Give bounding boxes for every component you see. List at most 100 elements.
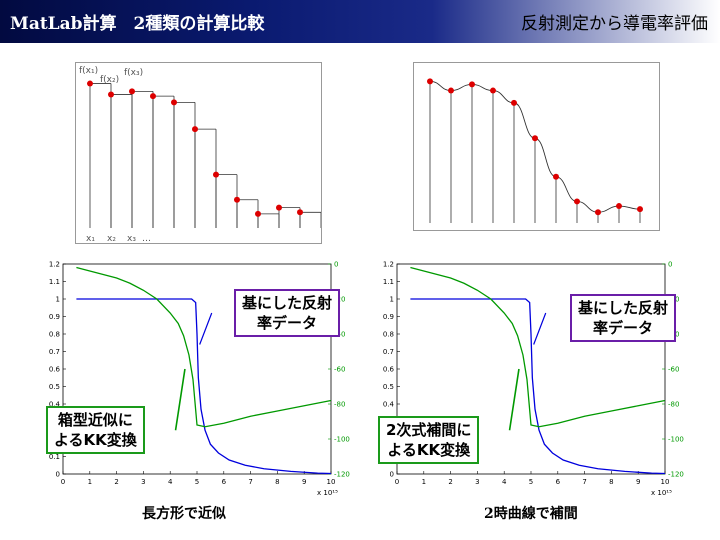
sample-point xyxy=(532,135,538,142)
y-left-tick-label: 1 xyxy=(56,296,60,304)
y-left-tick-label: 0.9 xyxy=(383,313,394,321)
y-right-tick-label: -120 xyxy=(334,471,350,479)
rectangle-approx-svg: f(x₁) f(x₂) f(x₃) x₁ x₂ x₃ … xyxy=(79,66,322,244)
x-tick-label: 1 xyxy=(88,478,92,486)
y-left-tick-label: 0.4 xyxy=(383,401,395,409)
phase-series xyxy=(410,266,666,428)
x-tick-label: 2 xyxy=(114,478,118,486)
reflectance-series xyxy=(410,298,666,475)
caption-left: 長方形で近似 xyxy=(142,506,226,522)
sample-point xyxy=(129,88,135,95)
sample-point xyxy=(108,91,114,98)
y-right-tick-label: 0 xyxy=(668,261,672,269)
x-tick-label: 0 xyxy=(61,478,65,486)
y-left-tick-label: 0.8 xyxy=(49,331,60,339)
y-left-tick-label: 1.2 xyxy=(383,261,394,269)
callout-method-left: 箱型近似に よるKK変換 xyxy=(46,406,145,454)
x-tick-label: 3 xyxy=(141,478,145,486)
callout-reflectance-data-left: 基にした反射 率データ xyxy=(234,289,341,337)
sample-point xyxy=(427,78,433,85)
y-left-tick-label: 0.5 xyxy=(49,383,60,391)
phase-series xyxy=(76,266,332,428)
y-left-tick-label: 0.1 xyxy=(49,453,60,461)
y-left-tick-label: 0.9 xyxy=(49,313,60,321)
x-tick-label: 7 xyxy=(248,478,252,486)
sample-point xyxy=(150,93,156,100)
y-left-tick-label: 1.1 xyxy=(49,278,60,286)
y-left-tick-label: 0.6 xyxy=(383,366,395,374)
x-tick-label: 2 xyxy=(448,478,452,486)
x-tick-label: 5 xyxy=(529,478,533,486)
callout-text: 2次式補間に よるKK変換 xyxy=(386,421,472,459)
sample-point xyxy=(87,80,93,87)
sample-point xyxy=(255,210,261,217)
x-tick-label: 9 xyxy=(302,478,306,486)
sample-point xyxy=(637,206,643,213)
slide-subtitle: 反射測定から導電率評価 xyxy=(521,14,708,34)
label-f3: f(x₃) xyxy=(124,68,143,78)
sample-point xyxy=(297,209,303,216)
x-tick-label: 8 xyxy=(609,478,613,486)
x-tick-label: 7 xyxy=(582,478,586,486)
y-left-tick-label: 0.6 xyxy=(49,366,61,374)
sample-point xyxy=(192,126,198,133)
y-left-tick-label: 0.8 xyxy=(383,331,394,339)
y-left-tick-label: 0 xyxy=(390,471,394,479)
callout-reflectance-data-right: 基にした反射 率データ xyxy=(570,294,677,342)
x-exponent: x 10¹⁵ xyxy=(651,489,672,496)
sample-point xyxy=(469,81,475,88)
label-f1: f(x₁) xyxy=(79,66,98,76)
x-tick-label: 5 xyxy=(195,478,199,486)
y-left-tick-label: 0.7 xyxy=(49,348,60,356)
quadratic-interp-svg xyxy=(427,78,643,223)
pointer-method xyxy=(508,368,520,431)
x-tick-label: 4 xyxy=(502,478,507,486)
sample-point xyxy=(276,204,282,211)
y-right-tick-label: -100 xyxy=(668,436,684,444)
pointer-method xyxy=(174,368,186,431)
callout-text: 基にした反射 率データ xyxy=(242,294,333,332)
y-left-tick-label: 1.2 xyxy=(49,261,60,269)
callout-text: 箱型近似に よるKK変換 xyxy=(54,411,137,449)
y-left-tick-label: 0.4 xyxy=(49,401,61,409)
sample-point xyxy=(234,196,240,203)
x-tick-label: 10 xyxy=(661,478,670,486)
sample-point xyxy=(490,87,496,94)
callout-text: 基にした反射 率データ xyxy=(578,299,669,337)
x-tick-label: 3 xyxy=(475,478,479,486)
y-right-tick-label: 0 xyxy=(334,261,338,269)
label-x1: x₁ xyxy=(86,234,95,243)
y-left-tick-label: 0 xyxy=(56,471,60,479)
callout-method-right: 2次式補間に よるKK変換 xyxy=(378,416,480,464)
y-right-tick-label: -80 xyxy=(334,401,345,409)
reflectance-series xyxy=(76,298,332,475)
y-right-tick-label: -120 xyxy=(668,471,684,479)
caption-right: 2時曲線で補間 xyxy=(484,506,578,522)
sample-point xyxy=(616,203,622,210)
x-tick-label: 8 xyxy=(275,478,279,486)
pointer-data xyxy=(533,312,547,345)
x-tick-label: 4 xyxy=(168,478,173,486)
y-left-tick-label: 0.5 xyxy=(383,383,394,391)
label-x2: x₂ xyxy=(107,234,116,243)
y-left-tick-label: 0.7 xyxy=(383,348,394,356)
y-left-tick-label: 1 xyxy=(390,296,394,304)
x-tick-label: 9 xyxy=(636,478,640,486)
y-right-tick-label: -60 xyxy=(668,366,679,374)
slide-title: MatLab計算 2種類の計算比較 xyxy=(10,14,265,34)
y-right-tick-label: -80 xyxy=(668,401,679,409)
sample-point xyxy=(595,209,601,216)
x-tick-label: 6 xyxy=(556,478,561,486)
y-right-tick-label: -60 xyxy=(334,366,345,374)
sample-point xyxy=(553,173,559,180)
y-right-tick-label: -100 xyxy=(334,436,350,444)
x-exponent: x 10¹⁵ xyxy=(317,489,338,496)
pointer-data xyxy=(199,312,213,345)
x-tick-label: 1 xyxy=(422,478,426,486)
sample-point xyxy=(213,171,219,178)
y-left-tick-label: 1.1 xyxy=(383,278,394,286)
sample-point xyxy=(171,99,177,106)
sample-point xyxy=(448,87,454,94)
x-tick-label: 0 xyxy=(395,478,399,486)
x-tick-label: 10 xyxy=(327,478,336,486)
